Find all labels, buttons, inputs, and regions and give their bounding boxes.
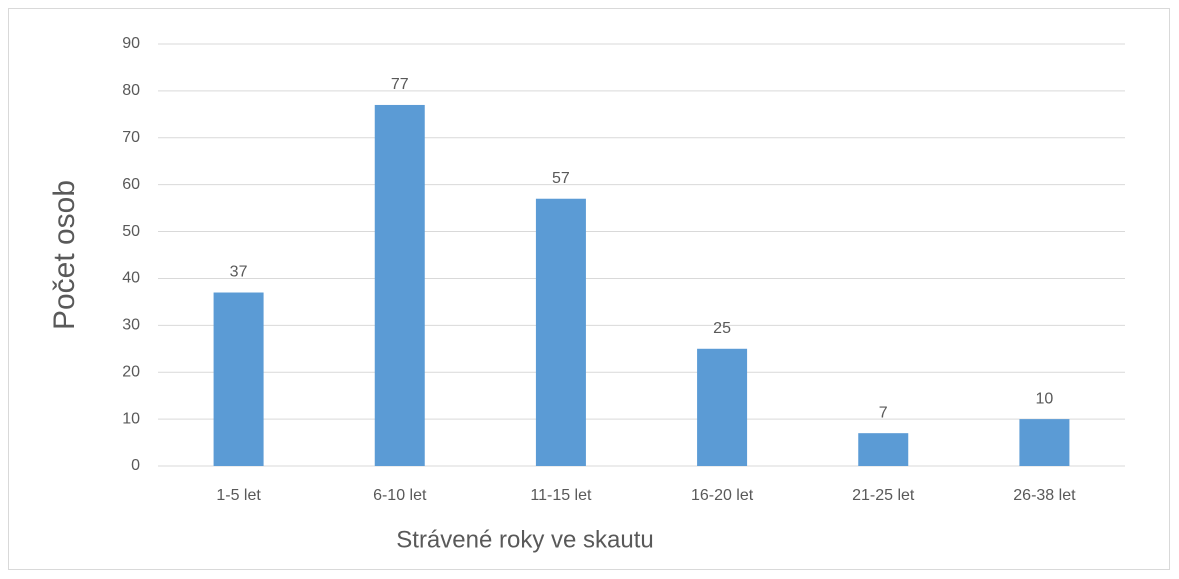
- y-tick-label: 10: [122, 410, 140, 427]
- bar: [697, 348, 748, 466]
- chart-border: [8, 8, 1170, 570]
- y-tick-label: 0: [131, 457, 140, 474]
- x-tick-label: 26-38 let: [1013, 487, 1076, 504]
- x-tick-label: 11-15 let: [530, 487, 592, 504]
- bar: [374, 104, 425, 466]
- data-label: 7: [879, 404, 888, 421]
- data-label: 77: [391, 76, 409, 93]
- y-tick-label: 20: [122, 363, 140, 380]
- x-axis-title: Strávené roky ve skautu: [396, 526, 653, 553]
- data-label: 10: [1036, 390, 1054, 407]
- data-label: 37: [230, 264, 248, 281]
- bar: [213, 292, 264, 466]
- bar: [858, 433, 909, 466]
- x-tick-label: 21-25 let: [852, 487, 915, 504]
- bar: [535, 198, 586, 466]
- data-label: 57: [552, 170, 570, 187]
- x-tick-label: 16-20 let: [691, 487, 754, 504]
- y-tick-label: 70: [122, 129, 140, 146]
- x-tick-label: 1-5 let: [216, 487, 261, 504]
- y-tick-label: 60: [122, 176, 140, 193]
- y-tick-label: 30: [122, 317, 140, 334]
- y-tick-label: 50: [122, 223, 140, 240]
- x-tick-label: 6-10 let: [373, 487, 427, 504]
- data-label: 25: [713, 320, 731, 337]
- y-tick-label: 90: [122, 35, 140, 52]
- bar: [1019, 419, 1070, 466]
- y-tick-label: 80: [122, 82, 140, 99]
- y-tick-label: 40: [122, 270, 140, 287]
- y-axis-title: Počet osob: [48, 180, 81, 330]
